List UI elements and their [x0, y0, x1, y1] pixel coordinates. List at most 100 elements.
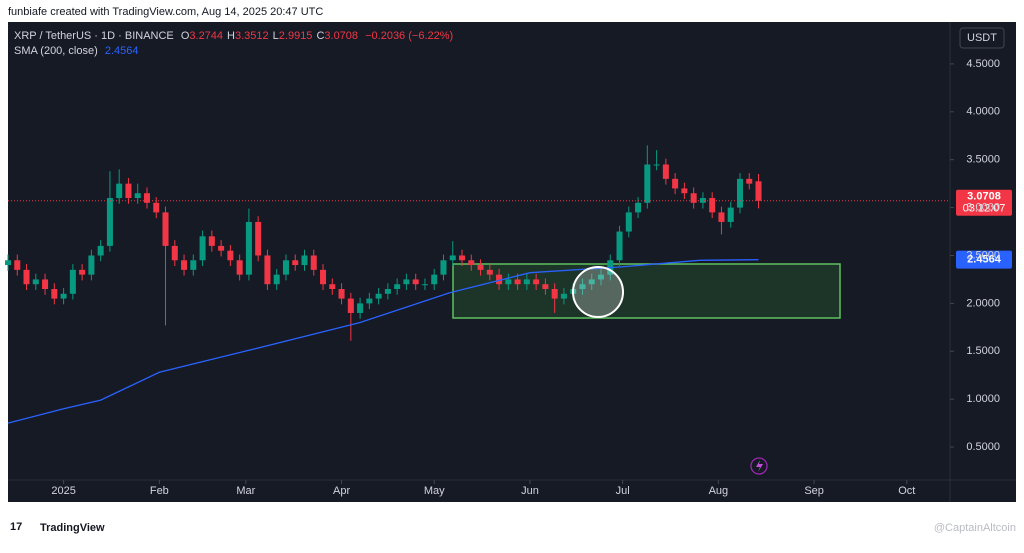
candle-body: [23, 269, 30, 285]
events-icon: [750, 457, 768, 475]
candle-body: [440, 260, 447, 275]
candle-body: [459, 255, 466, 261]
candle-body: [551, 289, 558, 299]
candle-body: [690, 193, 697, 203]
ohlc-value: 3.3512: [235, 30, 269, 42]
candle-body: [208, 236, 215, 246]
candle-body: [625, 212, 632, 232]
candle-body: [125, 183, 132, 199]
candle-body: [653, 164, 660, 166]
candle-body: [681, 188, 688, 194]
candle-body: [116, 183, 123, 199]
credit: funbiafe created with TradingView.com, A…: [8, 6, 323, 18]
candle-body: [227, 250, 234, 261]
candle-body: [727, 207, 734, 222]
y-tick-label: 4.0000: [966, 106, 1000, 118]
candle-body: [171, 245, 178, 261]
ohlc-key: L: [273, 30, 279, 42]
candle-body: [79, 269, 86, 275]
support-zone: [452, 263, 841, 319]
y-tick-label: 2.5000: [966, 249, 1000, 261]
candle-body: [199, 236, 206, 261]
candle-body: [310, 255, 317, 270]
candle-body: [255, 221, 262, 256]
ohlc-value: 3.0708: [324, 30, 358, 42]
candle-body: [523, 279, 530, 285]
candle-body: [412, 279, 419, 285]
y-tick-label: 3.0000: [966, 201, 1000, 213]
x-tick-label: Oct: [898, 485, 915, 497]
candle-body: [357, 303, 364, 313]
candle-body: [597, 274, 605, 280]
candle-body: [60, 293, 67, 299]
candle-body: [616, 231, 623, 261]
candle-body: [88, 255, 95, 275]
x-tick-label: Mar: [236, 485, 255, 497]
sma-legend: SMA (200, close) 2.4564: [14, 45, 138, 57]
candle-body: [709, 198, 716, 213]
x-tick-label: Feb: [150, 485, 169, 497]
x-tick-label: May: [424, 485, 445, 497]
candle-body: [14, 260, 21, 270]
candle-body: [51, 289, 58, 299]
y-tick-label: 1.0000: [966, 393, 1000, 405]
brand-logo: 17: [10, 521, 22, 533]
ohlc-value: 2.9915: [279, 30, 313, 42]
candle-body: [292, 260, 299, 266]
candle-body: [134, 193, 141, 199]
chart-background: [8, 22, 1016, 502]
y-tick-label: 2.0000: [966, 297, 1000, 309]
sma-price-label: 2.4564: [967, 254, 1002, 266]
candle-body: [218, 245, 225, 251]
candle-body: [245, 221, 252, 275]
candle-body: [421, 284, 428, 286]
currency[interactable]: USDT: [967, 32, 997, 44]
candle-body: [143, 193, 150, 203]
candle-body: [273, 274, 280, 285]
candle-body: [384, 289, 391, 294]
x-tick-label: Aug: [709, 485, 729, 497]
candle-body: [329, 284, 336, 290]
y-tick-label: 1.5000: [966, 345, 1000, 357]
candle-body: [542, 284, 549, 290]
symbol-title: XRP / TetherUS · 1D · BINANCE: [14, 30, 174, 42]
candle-body: [106, 198, 113, 246]
candle-body: [153, 202, 160, 213]
candle-body: [579, 284, 586, 290]
candle-body: [366, 298, 373, 304]
candle-body: [320, 269, 327, 285]
candle-body: [181, 260, 188, 270]
candle-body: [533, 279, 540, 285]
candle-body: [755, 181, 762, 201]
ohlc-value: 3.2744: [189, 30, 223, 42]
brand: TradingView: [40, 522, 105, 534]
candle-body: [97, 245, 104, 256]
ohlc-key: O: [181, 30, 190, 42]
candle-body: [338, 289, 345, 299]
sma-name: SMA (200, close): [14, 45, 98, 57]
currency-button[interactable]: [959, 27, 1005, 49]
candle-body: [42, 279, 49, 290]
candle-body: [644, 164, 651, 203]
candle-body: [662, 164, 669, 179]
candle-body: [190, 260, 197, 270]
candle-body: [699, 198, 706, 203]
plot: [4, 145, 950, 424]
sma-price-box: [956, 250, 1012, 269]
change: −0.2036 (−6.22%): [365, 30, 453, 42]
candle-body: [282, 260, 289, 275]
candle-body: [736, 178, 743, 208]
candle-body: [162, 212, 169, 246]
watermark: @CaptainAltcoin: [934, 522, 1016, 534]
sma-value: 2.4564: [105, 45, 139, 57]
candle-body: [514, 279, 521, 285]
y-tick-label: 0.5000: [966, 441, 1000, 453]
x-tick-label: Jul: [616, 485, 630, 497]
candle-body: [588, 279, 595, 285]
x-tick-label: Jun: [521, 485, 539, 497]
candle-body: [4, 260, 12, 266]
ohlc-key: C: [316, 30, 324, 42]
candle-body: [394, 284, 401, 290]
